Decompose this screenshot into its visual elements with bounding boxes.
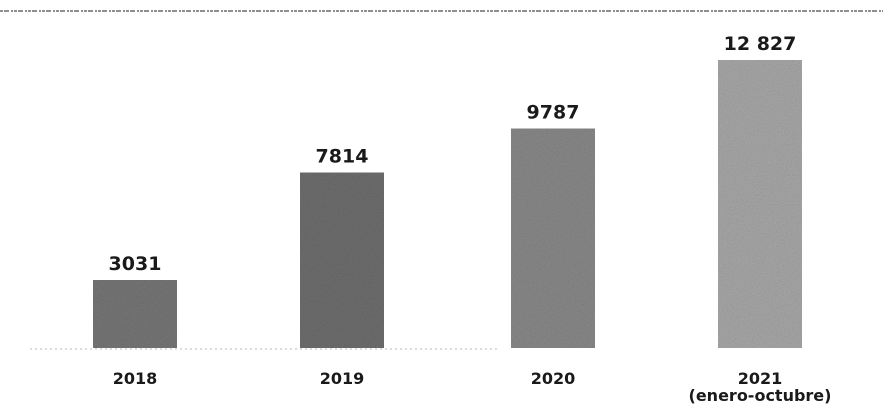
value-label-2021: 12 827	[724, 33, 797, 55]
category-sublabel-2021: (enero-octubre)	[689, 386, 832, 404]
value-label-2018: 3031	[109, 253, 162, 275]
value-label-2019: 7814	[316, 146, 369, 168]
category-label-2021: 2021	[738, 369, 783, 388]
bar-2021	[718, 60, 802, 348]
bar-2020	[511, 128, 595, 348]
bar-2018	[93, 279, 177, 348]
category-label-2018: 2018	[113, 369, 158, 388]
labels-group: 3031 2018 7814 2019 9787 2020 12 827 2021(enero…	[109, 33, 832, 404]
bar-2019	[300, 172, 384, 348]
value-label-2020: 9787	[527, 101, 580, 123]
bars-group	[93, 60, 802, 348]
category-label-2020: 2020	[531, 369, 576, 388]
category-label-2019: 2019	[320, 369, 365, 388]
